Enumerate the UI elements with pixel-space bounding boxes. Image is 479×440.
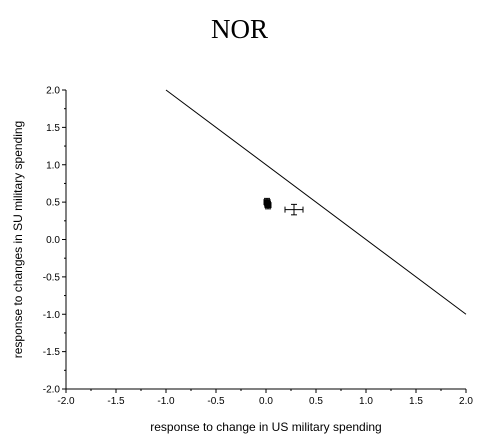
data-point [284,203,304,216]
y-axis-label: response to changes in SU military spend… [11,121,25,358]
data-points [263,197,304,216]
x-tick-label: -1.0 [157,396,175,407]
x-tick-label: -0.5 [207,396,225,407]
y-tick-label: -1.5 [43,347,61,358]
x-tick-label: 0.5 [309,396,323,407]
x-tick-label: 2.0 [459,396,473,407]
x-ticks: -2.0 -1.5 -1.0 -0.5 0.0 0.5 1.0 1.5 2.0 [57,389,473,407]
y-tick-label: 0.0 [46,235,60,246]
y-tick-label: 2.0 [46,86,60,97]
point-marker [265,202,271,209]
y-tick-label: 1.5 [46,123,60,134]
y-ticks: -2.0 -1.5 -1.0 -0.5 0.0 0.5 1.0 1.5 2.0 [43,86,66,396]
y-tick-label: 0.5 [46,198,60,209]
y-tick-label: -2.0 [43,385,61,396]
x-tick-label: -2.0 [57,396,75,407]
y-tick-label: -1.0 [43,310,61,321]
y-tick-label: 1.0 [46,160,60,171]
x-tick-label: -1.5 [107,396,125,407]
x-tick-label: 1.0 [359,396,373,407]
reference-line-group [165,89,467,315]
data-point [264,200,272,210]
page-title: NOR [210,14,268,44]
x-axis-label: response to change in US military spendi… [150,420,381,434]
axes [65,90,466,390]
x-tick-label: 0.0 [259,396,273,407]
reference-line [165,89,467,315]
y-tick-label: -0.5 [43,272,61,283]
x-tick-label: 1.5 [409,396,423,407]
